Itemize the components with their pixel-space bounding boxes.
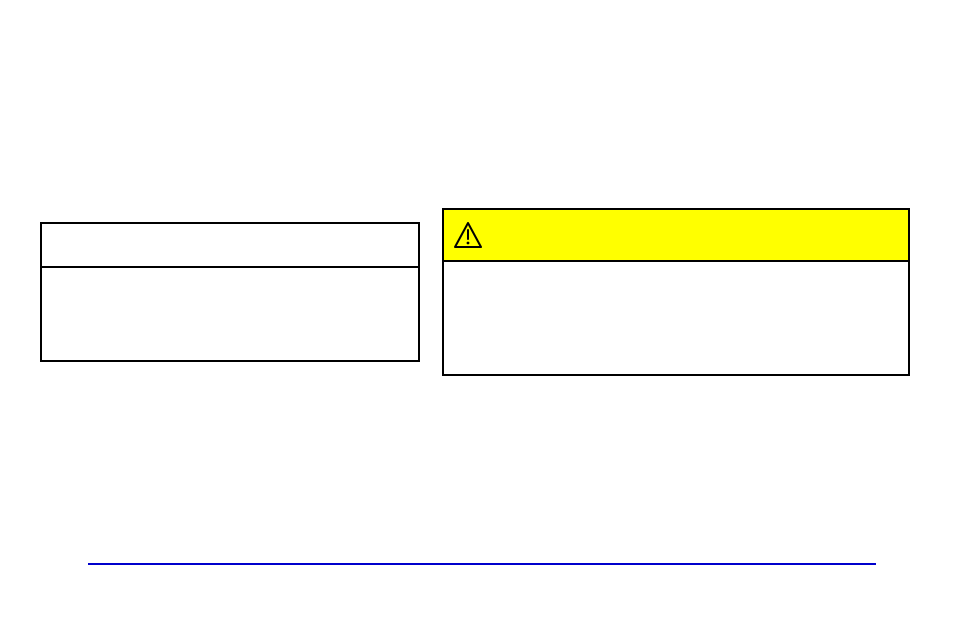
info-box-left-header (42, 224, 418, 268)
caution-box-right-body (444, 262, 908, 376)
caution-box-right (442, 208, 910, 376)
warning-triangle-icon (454, 222, 482, 248)
info-box-left-body (42, 268, 418, 362)
caution-box-right-header (444, 210, 908, 262)
divider-line (88, 563, 876, 565)
info-box-left (40, 222, 420, 362)
